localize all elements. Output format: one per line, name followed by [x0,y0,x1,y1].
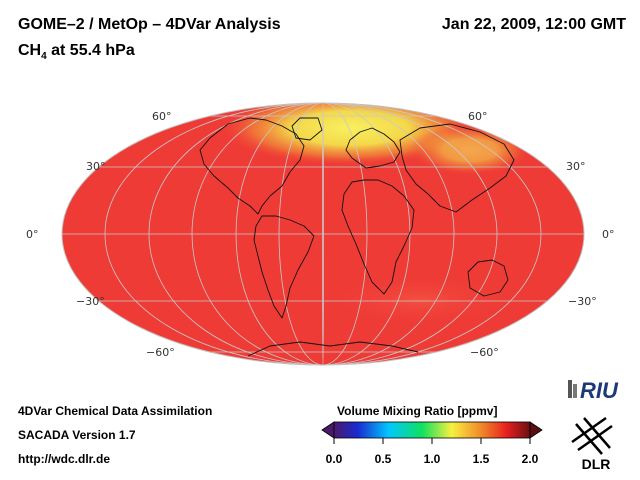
asia-coast [399,123,515,213]
greenland-coast [291,117,323,141]
lat-label-30-left: 30° [86,160,106,173]
riu-tower-icon [568,380,572,398]
lat-label-minus30-left: −30° [76,295,105,308]
north-america-coast [199,117,305,215]
australia-coast [467,259,509,297]
footer-url: http://wdc.dlr.de [18,452,110,466]
colorbar-overflow-arrow [529,421,543,439]
europe-coast [345,127,401,169]
lat-label-60-right: 60° [468,110,488,123]
riu-logo-text: RIU [580,378,619,403]
lat-label-minus60-right: −60° [470,346,499,359]
colorbar-gradient [333,421,531,439]
lat-label-0-right: 0° [602,228,615,241]
colorbar-tick-0: 0.0 [325,452,343,466]
dlr-logo-text: DLR [582,456,611,472]
lat-label-minus60-left: −60° [146,346,175,359]
colorbar-tick-4: 2.0 [521,452,539,466]
lat-label-30-right: 30° [566,160,586,173]
colorbar-title: Volume Mixing Ratio [ppmv] [337,404,498,418]
riu-logo: RIU [568,378,619,403]
colorbar-underflow-arrow [321,421,335,439]
footer-line-1: 4DVar Chemical Data Assimilation [18,404,213,418]
southern-ocean-region [330,275,510,325]
dlr-logo: DLR [571,416,613,472]
lat-label-60-left: 60° [152,110,172,123]
colorbar-tick-3: 1.5 [472,452,490,466]
lat-label-minus30-right: −30° [568,295,597,308]
south-america-coast [253,215,315,319]
africa-coast [341,179,415,295]
coastlines [199,117,515,357]
timestamp: Jan 22, 2009, 12:00 GMT [441,16,626,33]
map-title: GOME–2 / MetOp – 4DVar Analysis [18,16,281,33]
colorbar-tick-1: 0.5 [374,452,392,466]
footer-line-2: SACADA Version 1.7 [18,428,136,442]
colorbar-tick-2: 1.0 [423,452,441,466]
siberia-high-region [410,125,530,175]
lat-label-0-left: 0° [26,228,39,241]
map-outline [61,102,585,366]
map-subtitle: CH4 at 55.4 hPa [18,42,135,63]
dlr-emblem-icon [571,416,613,455]
colorbar [321,421,543,444]
antarctica-coast [247,341,419,357]
